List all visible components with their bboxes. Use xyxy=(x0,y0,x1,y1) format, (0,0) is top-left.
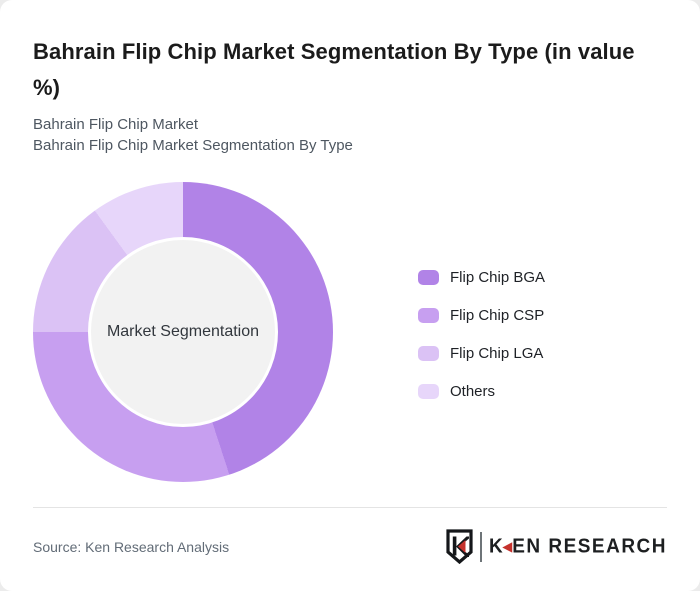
chart-subtitle-line2: Bahrain Flip Chip Market Segmentation By… xyxy=(33,137,353,154)
legend-swatch-icon xyxy=(418,269,439,285)
wordmark-rest: EN RESEARCH xyxy=(512,534,667,557)
ken-research-shield-icon xyxy=(446,529,473,564)
legend-swatch-icon xyxy=(418,345,439,361)
ken-research-wordmark: K ◀ EN RESEARCH xyxy=(489,535,667,558)
legend-item-others: Others xyxy=(418,382,545,400)
chart-header: Bahrain Flip Chip Market Segmentation By… xyxy=(0,0,700,156)
legend-item-flip-chip-lga: Flip Chip LGA xyxy=(418,344,545,362)
legend-label: Flip Chip LGA xyxy=(450,344,544,362)
source-text: Source: Ken Research Analysis xyxy=(33,538,230,555)
chart-title: Bahrain Flip Chip Market Segmentation By… xyxy=(33,39,635,100)
legend-swatch-icon xyxy=(418,307,439,323)
chart-subtitle-line1: Bahrain Flip Chip Market xyxy=(33,116,199,133)
chart-subtitle: Bahrain Flip Chip Market Bahrain Flip Ch… xyxy=(33,114,667,156)
donut-center: Market Segmentation xyxy=(88,237,278,427)
legend-label: Flip Chip CSP xyxy=(450,306,545,324)
wordmark-red-triangle-icon: ◀ xyxy=(502,538,513,554)
legend-item-flip-chip-csp: Flip Chip CSP xyxy=(418,306,545,324)
donut-chart: Market Segmentation xyxy=(33,182,333,482)
legend-swatch-icon xyxy=(418,383,439,399)
wordmark-k: K xyxy=(488,534,505,557)
chart-legend: Flip Chip BGA Flip Chip CSP Flip Chip LGA O… xyxy=(418,265,546,400)
chart-area: Market Segmentation Flip Chip BGA Flip Ch… xyxy=(33,182,700,482)
legend-label: Others xyxy=(450,382,496,400)
donut-center-label: Market Segmentation xyxy=(106,323,260,340)
chart-footer: Source: Ken Research Analysis K ◀ EN RES… xyxy=(33,507,667,591)
footer-row: Source: Ken Research Analysis K ◀ EN RES… xyxy=(33,529,667,564)
logo-divider-bar xyxy=(479,531,482,562)
legend-label: Flip Chip BGA xyxy=(450,268,546,286)
ken-research-logo: K ◀ EN RESEARCH xyxy=(446,529,667,564)
legend-item-flip-chip-bga: Flip Chip BGA xyxy=(418,268,546,286)
